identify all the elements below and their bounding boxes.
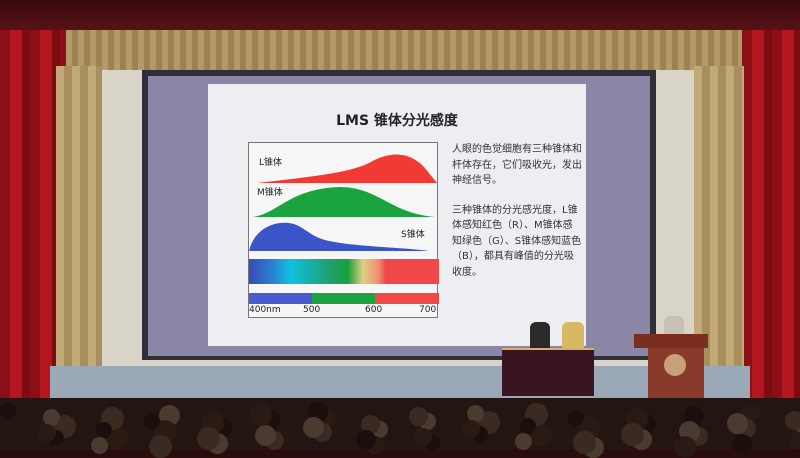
l-cone-label: L锥体 (259, 158, 283, 168)
presenter-table (502, 348, 594, 396)
stage-valance (0, 0, 800, 34)
right-gold-curtain (694, 66, 744, 366)
audience-head (573, 431, 596, 454)
audience-head (409, 407, 428, 426)
l-cone-curve (257, 154, 437, 183)
m-cone-curve (253, 187, 435, 217)
audience-head (621, 423, 644, 446)
tick-500: 500 (303, 305, 321, 315)
audience-head (197, 427, 220, 450)
audience-head (790, 432, 800, 450)
audience-head (91, 437, 108, 454)
left-red-curtain (0, 30, 66, 405)
audience-head (144, 414, 160, 430)
panelist-2 (562, 322, 584, 348)
blue-band (249, 293, 312, 304)
s-cone-curve (249, 222, 429, 251)
description-paragraph-2: 三种锥体的分光感光度，L锥体感知红色（R）、M锥体感知绿色（G）、S锥体感知蓝色… (452, 204, 582, 278)
audience-head (96, 422, 112, 438)
audience-head (255, 425, 276, 446)
audience-head (303, 417, 324, 438)
spectrum-bar (249, 259, 439, 284)
green-band (312, 293, 375, 304)
audience-head (414, 428, 432, 446)
audience-head (515, 433, 532, 450)
audience-head (250, 404, 272, 426)
audience-head (530, 424, 552, 446)
left-gold-curtain (56, 66, 102, 366)
right-red-curtain (742, 30, 800, 405)
audience-head (43, 409, 60, 426)
audience-head (520, 418, 536, 434)
audience-head (0, 402, 16, 418)
audience-head (106, 428, 128, 450)
slide: LMS 锥体分光感度 L锥体 M锥体 S锥体 400nm 50 (208, 84, 586, 346)
s-cone-label: S锥体 (401, 230, 425, 240)
description-paragraph-1: 人眼的色觉细胞有三种锥体和杆体存在，它们吸收光，发出神经信号。 (452, 144, 582, 186)
speaker (664, 316, 684, 336)
tick-400: 400nm (249, 305, 281, 315)
audience-head (674, 436, 696, 458)
audience-head (727, 413, 748, 434)
cone-sensitivity-chart: L锥体 M锥体 S锥体 400nm 500 600 700 (248, 142, 439, 318)
audience (0, 398, 800, 458)
audience-head (732, 434, 752, 454)
audience-head (38, 424, 56, 442)
audience-head (149, 435, 172, 458)
audience-head (785, 411, 800, 430)
tick-700: 700 (419, 305, 437, 315)
slide-title: LMS 锥体分光感度 (336, 113, 458, 129)
gold-valance (66, 30, 742, 70)
red-band (375, 293, 439, 304)
audience-head (361, 415, 380, 434)
audience-head (568, 410, 584, 426)
audience-head (467, 405, 484, 422)
audience-head (462, 420, 480, 438)
podium-emblem (664, 354, 686, 376)
panelist-1 (530, 322, 550, 348)
m-cone-label: M锥体 (257, 188, 283, 198)
audience-head (356, 430, 376, 450)
slide-description: 人眼的色觉细胞有三种锥体和杆体存在，它们吸收光，发出神经信号。 三种锥体的分光感… (452, 142, 582, 294)
tick-600: 600 (365, 305, 383, 315)
podium-top (634, 334, 708, 348)
